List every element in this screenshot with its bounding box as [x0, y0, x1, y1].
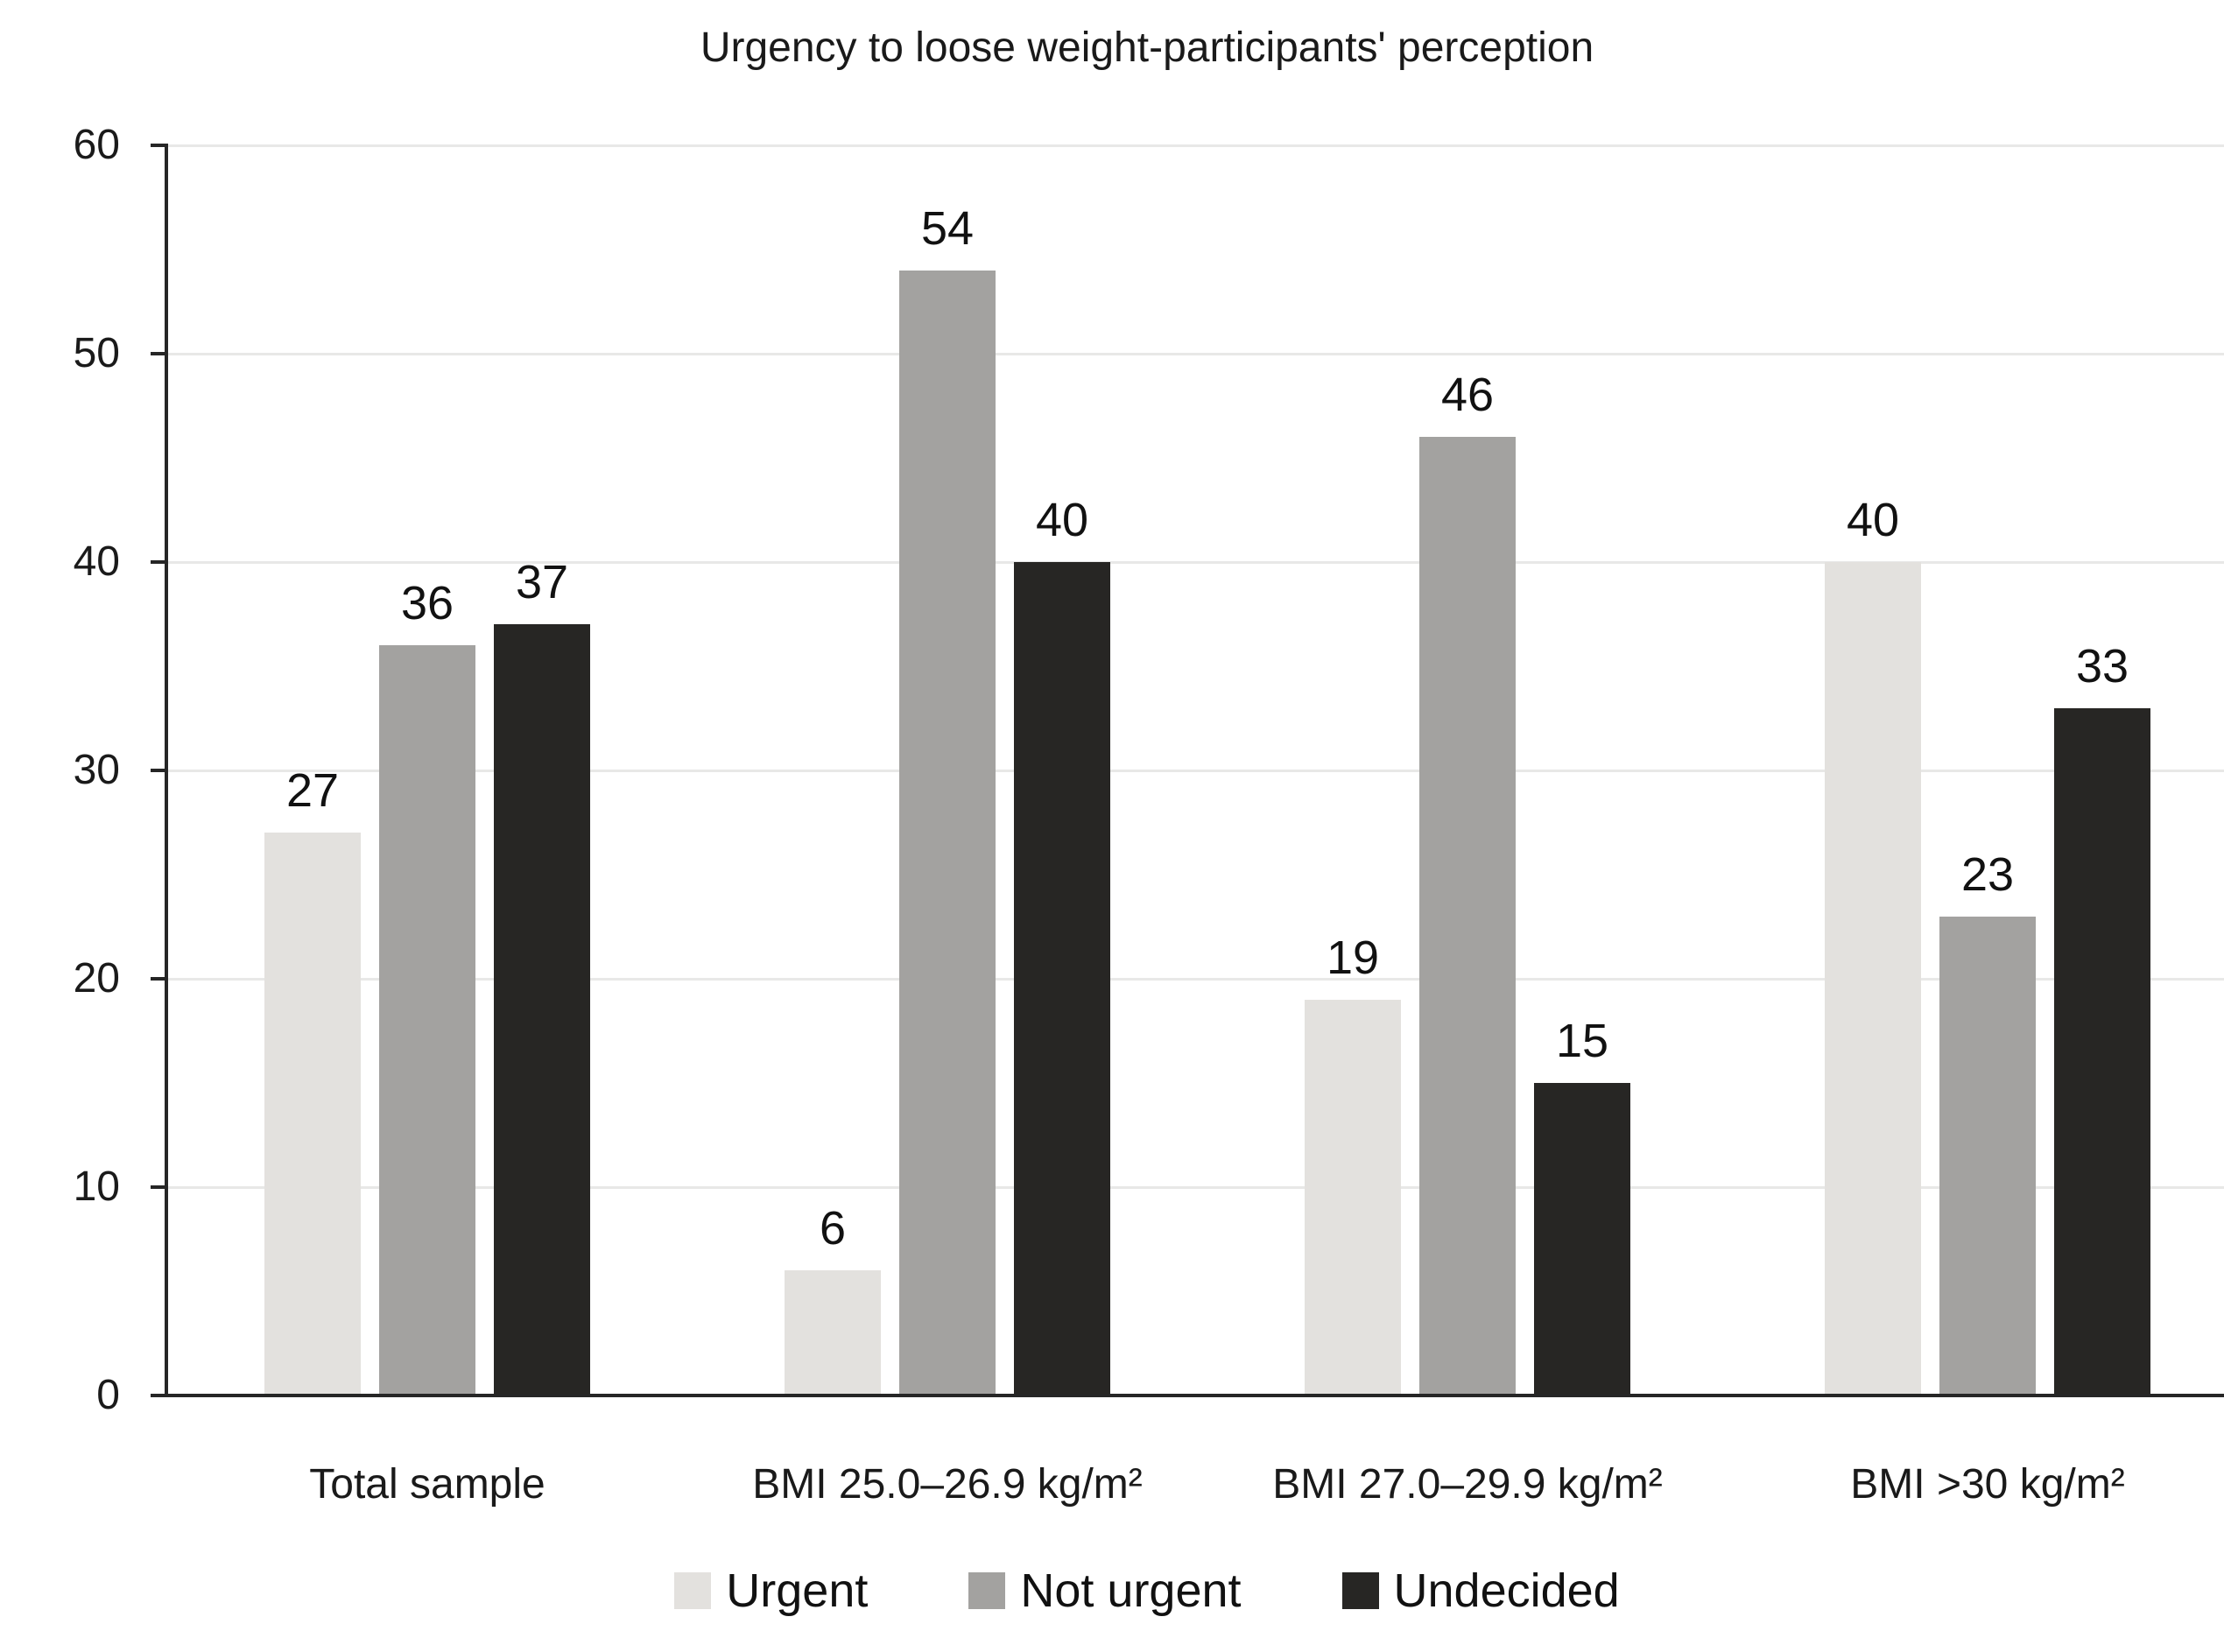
y-tick-mark — [151, 560, 166, 564]
bar-urgent — [1305, 999, 1401, 1395]
bar-value-label: 19 — [1326, 931, 1380, 984]
bar-value-label: 46 — [1440, 369, 1495, 422]
bar-value-label: 37 — [515, 556, 569, 609]
bar-urgent — [1825, 562, 1921, 1395]
legend-label: Not urgent — [1020, 1564, 1242, 1617]
bar-undecided — [494, 624, 590, 1395]
legend-label: Undecided — [1393, 1564, 1620, 1617]
bar-value-label: 54 — [920, 201, 975, 255]
bar-not-urgent — [899, 270, 996, 1395]
bar-value-label: 27 — [285, 764, 340, 818]
x-category-label: BMI >30 kg/m² — [1850, 1461, 2125, 1508]
y-tick-label: 30 — [73, 747, 120, 793]
y-tick-mark — [151, 977, 166, 981]
x-category-label: BMI 27.0–29.9 kg/m² — [1272, 1461, 1663, 1508]
bar-chart: Urgency to loose weight-participants' pe… — [35, 14, 2224, 1638]
bar-not-urgent — [1419, 437, 1516, 1395]
gridline — [168, 1186, 2224, 1189]
legend-swatch-icon — [674, 1572, 712, 1609]
x-axis-line — [151, 1394, 2224, 1397]
legend-item-not-urgent: Not urgent — [968, 1564, 1242, 1617]
bar-urgent — [785, 1270, 881, 1395]
gridline — [168, 144, 2224, 147]
bar-value-label: 23 — [1960, 847, 2015, 901]
legend-label: Urgent — [726, 1564, 869, 1617]
bar-value-label: 36 — [400, 577, 454, 630]
bar-value-label: 40 — [1846, 494, 1900, 546]
gridline — [168, 978, 2224, 981]
y-tick-mark — [151, 769, 166, 772]
gridline — [168, 770, 2224, 772]
gridline — [168, 353, 2224, 355]
bar-urgent — [264, 833, 361, 1395]
x-category-label: BMI 25.0–26.9 kg/m² — [752, 1461, 1143, 1508]
x-category-label: Total sample — [309, 1461, 545, 1508]
legend: Urgent Not urgent Undecided — [35, 1565, 2224, 1616]
bar-undecided — [2054, 707, 2150, 1395]
bar-value-label: 6 — [819, 1202, 847, 1255]
y-tick-label: 60 — [73, 122, 120, 168]
bar-value-label: 33 — [2075, 639, 2129, 692]
y-tick-label: 40 — [73, 538, 120, 585]
y-tick-mark — [151, 144, 166, 147]
legend-swatch-icon — [1341, 1572, 1379, 1609]
bar-value-label: 15 — [1555, 1015, 1609, 1067]
y-tick-label: 20 — [73, 955, 120, 1002]
gridline — [168, 561, 2224, 564]
chart-title: Urgency to loose weight-participants' pe… — [700, 25, 1594, 71]
legend-swatch-icon — [968, 1572, 1006, 1609]
y-tick-mark — [151, 352, 166, 355]
y-tick-label: 10 — [73, 1163, 120, 1210]
y-tick-label: 0 — [96, 1372, 120, 1418]
bar-undecided — [1534, 1083, 1630, 1395]
legend-item-undecided: Undecided — [1341, 1564, 1620, 1617]
bar-not-urgent — [1939, 916, 2036, 1395]
y-tick-label: 50 — [73, 330, 120, 376]
y-axis-line — [165, 144, 168, 1397]
bar-value-label: 40 — [1035, 494, 1089, 546]
y-tick-mark — [151, 1185, 166, 1189]
bar-undecided — [1014, 562, 1110, 1395]
bar-not-urgent — [379, 645, 475, 1395]
legend-item-urgent: Urgent — [674, 1565, 868, 1616]
